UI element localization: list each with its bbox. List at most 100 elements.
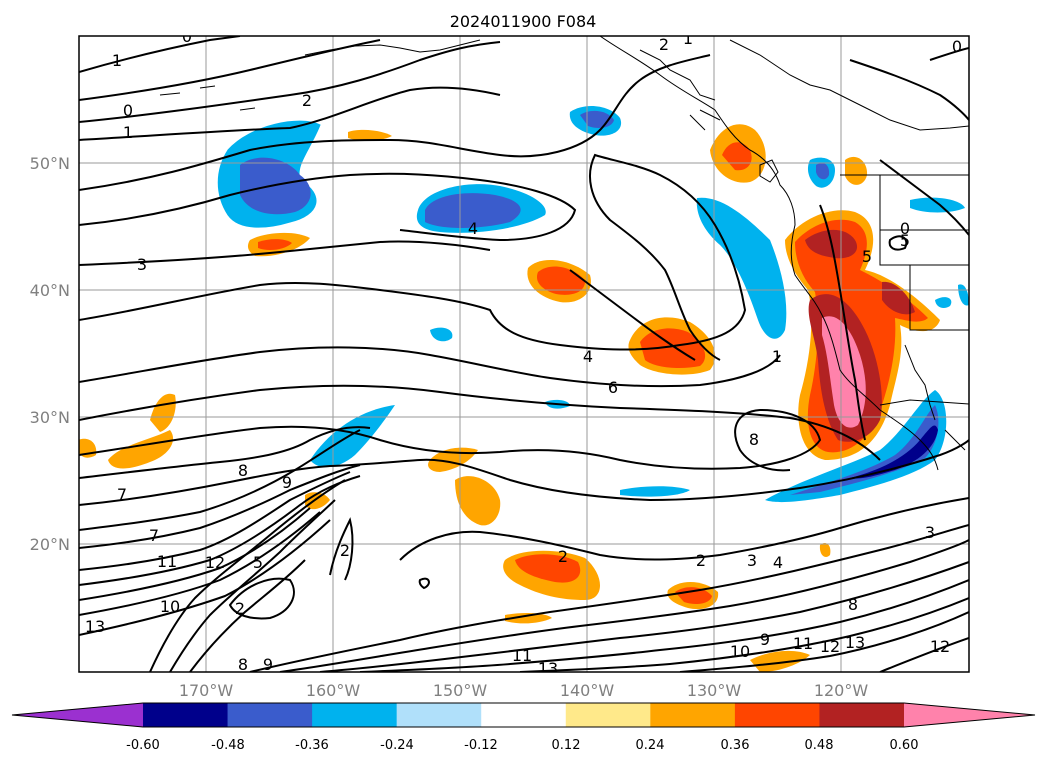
contour-label: 8 <box>238 655 248 674</box>
country-border <box>879 399 969 406</box>
contour-label: 1 <box>772 347 782 366</box>
contour-label: 2 <box>302 91 312 110</box>
coastline <box>904 344 966 451</box>
contour-label: 3 <box>747 551 757 570</box>
contour-label: 5 <box>253 553 263 572</box>
contour-line <box>418 577 430 590</box>
lon-label: 160°W <box>306 681 361 700</box>
lon-label: 150°W <box>433 681 488 700</box>
colorbar-tick-label: -0.48 <box>211 738 245 753</box>
positive-anomaly-area <box>536 266 586 295</box>
contour-label: 8 <box>749 430 759 449</box>
contour-line <box>79 240 491 266</box>
positive-anomaly-area <box>505 613 552 624</box>
contour-label: 2 <box>659 35 669 54</box>
colorbar-segment <box>312 703 398 727</box>
colorbar-tick-label: -0.12 <box>464 738 498 753</box>
contour-line <box>79 426 371 479</box>
lon-label: 120°W <box>814 681 869 700</box>
contour-label: 9 <box>760 630 770 649</box>
contour-line <box>679 611 969 672</box>
contour-line <box>519 597 969 672</box>
negative-anomaly-area <box>765 390 947 503</box>
contour-label: 13 <box>85 617 105 636</box>
contour-label: 13 <box>845 633 865 652</box>
contour-line <box>79 511 321 616</box>
contour-line <box>879 159 969 236</box>
positive-anomaly-area <box>258 239 292 251</box>
contour-label: 0 <box>182 27 192 46</box>
colorbar-tick-label: -0.36 <box>295 738 329 753</box>
positive-anomaly-area <box>348 129 392 141</box>
lat-label: 30°N <box>30 408 70 427</box>
coastline <box>759 159 779 183</box>
colorbar-tick-labels: -0.60 -0.48 -0.36 -0.24 -0.12 0.12 0.24 … <box>126 738 918 753</box>
contour-line <box>169 499 336 672</box>
contour-label: 7 <box>117 485 127 504</box>
coastline <box>729 39 969 131</box>
colorbar-segment <box>734 703 820 727</box>
contour-label: 4 <box>773 553 783 572</box>
contour-labels: 1 0 1 2 0 2 1 0 4 3 5 5 0 4 6 8 8 9 7 7 … <box>85 27 962 674</box>
coastline <box>159 85 256 111</box>
contour-line <box>249 524 969 672</box>
contour-lines <box>79 36 969 672</box>
negative-anomaly-area <box>430 327 453 342</box>
colorbar-outline <box>11 702 1036 728</box>
contour-line <box>79 86 501 141</box>
contour-line <box>79 384 881 461</box>
colorbar-segment <box>819 703 905 727</box>
negative-anomaly-area <box>310 405 395 468</box>
negative-anomaly-area <box>935 297 952 308</box>
contour-label: 9 <box>282 473 292 492</box>
contour-line <box>79 439 969 506</box>
colorbar-extend-low <box>12 703 143 727</box>
contour-line <box>569 269 696 361</box>
colorbar: -0.60 -0.48 -0.36 -0.24 -0.12 0.12 0.24 … <box>11 702 1036 753</box>
negative-anomaly-area <box>620 486 690 497</box>
contour-label: 8 <box>848 595 858 614</box>
contour-label: 8 <box>238 461 248 480</box>
negative-anomaly-core <box>425 193 521 228</box>
contour-label: 11 <box>793 634 813 653</box>
contour-line <box>279 539 969 672</box>
colorbar-tick-label: 0.48 <box>805 738 834 753</box>
colorbar-tick-label: 0.24 <box>636 738 665 753</box>
positive-anomaly-area <box>515 554 581 583</box>
contour-label: 0 <box>952 37 962 56</box>
contour-label: 5 <box>862 247 872 266</box>
contour-line <box>79 471 351 571</box>
colorbar-tick-label: -0.24 <box>380 738 414 753</box>
colorbar-tick-label: 0.12 <box>552 738 581 753</box>
colorbar-segments <box>12 703 1035 727</box>
contour-label: 11 <box>157 552 177 571</box>
contour-line <box>819 204 866 441</box>
contour-label: 7 <box>149 526 159 545</box>
coastline <box>639 49 721 131</box>
contour-line <box>879 637 969 672</box>
map-title: 2024011900 F084 <box>450 12 597 31</box>
contour-line <box>399 497 969 561</box>
contour-line <box>79 54 711 191</box>
contour-label: 3 <box>137 255 147 274</box>
contour-label: 10 <box>730 642 750 661</box>
contour-line <box>79 36 241 73</box>
contour-line <box>228 577 295 620</box>
colorbar-segment <box>227 703 313 727</box>
colorbar-segment <box>565 703 651 727</box>
positive-anomaly-area <box>819 543 831 557</box>
contour-label: 5 <box>900 231 910 250</box>
contour-line <box>79 429 361 531</box>
contour-label: 3 <box>925 523 935 542</box>
contour-line <box>79 464 361 549</box>
positive-anomaly-area <box>108 430 174 469</box>
contour-line <box>359 579 969 672</box>
contour-label: 6 <box>608 378 618 397</box>
colorbar-segment <box>143 703 229 727</box>
contour-line <box>189 559 306 672</box>
contour-line <box>79 172 577 242</box>
contour-label: 0 <box>123 101 133 120</box>
contour-label: 12 <box>820 637 840 656</box>
contour-label: 9 <box>263 655 273 674</box>
lon-label: 140°W <box>560 681 615 700</box>
